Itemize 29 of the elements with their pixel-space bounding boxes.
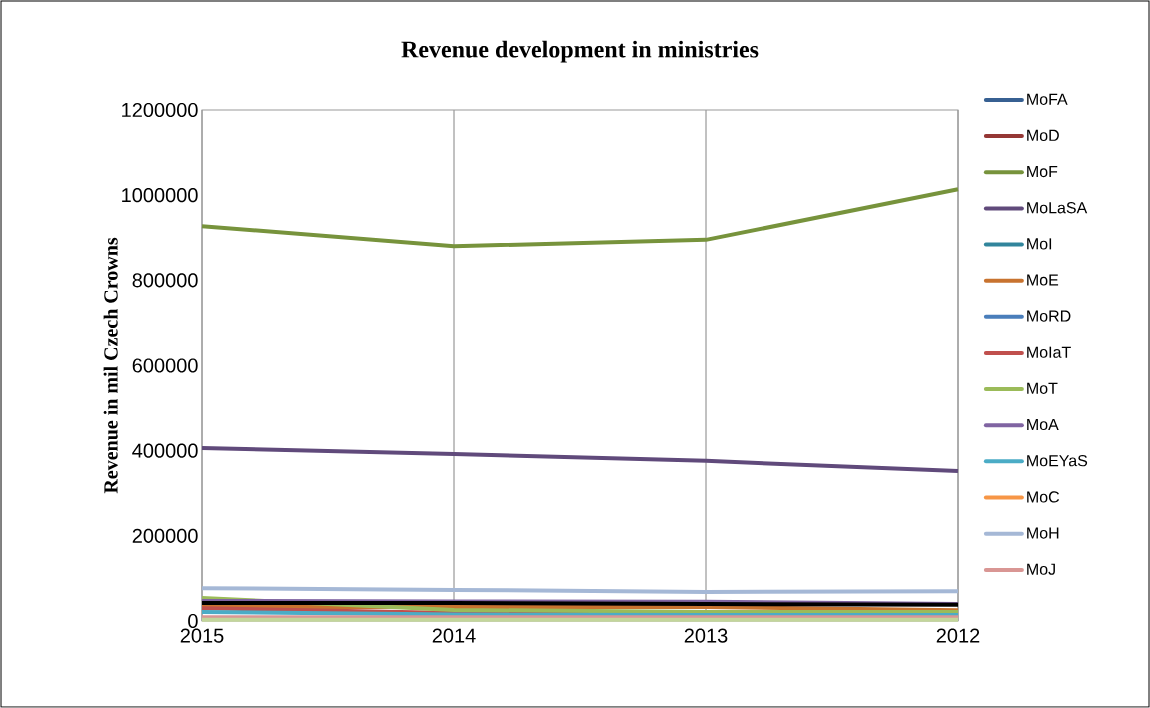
legend-label: MoC <box>1027 491 1060 503</box>
line-series <box>200 446 960 474</box>
chart-title: Revenue development in ministries <box>401 40 759 63</box>
legend-label: MoIaT <box>1027 346 1071 358</box>
legend-label: MoE <box>1027 274 1059 286</box>
legend-label: MoEYaS <box>1027 455 1088 467</box>
legend-label: MoF <box>1027 165 1058 178</box>
y-tick-label: 600000 <box>132 358 198 373</box>
legend-label: MoRD <box>1027 310 1071 322</box>
legend-label: MoT <box>1027 382 1058 394</box>
legend-label: MoH <box>1027 527 1059 539</box>
y-tick-label: 0 <box>188 613 198 629</box>
legend-label: MoI <box>1027 238 1052 250</box>
legend-label: MoJ <box>1027 563 1055 575</box>
y-tick-label: 400000 <box>132 443 198 458</box>
y-axis-title: Revenue in mil Czech Crowns <box>103 237 118 494</box>
line-series <box>200 187 960 249</box>
legend-label: MoA <box>1027 418 1059 431</box>
legend-label: MoD <box>1027 129 1059 142</box>
legend-label: MoLaSA <box>1027 202 1088 214</box>
y-tick-label: 800000 <box>132 273 198 288</box>
x-tick-label: 2014 <box>432 628 476 643</box>
y-tick-label: 200000 <box>132 528 198 543</box>
y-tick-label: 1000000 <box>122 188 198 203</box>
x-tick-label: 2013 <box>684 628 728 643</box>
x-tick-label: 2015 <box>180 628 224 643</box>
y-tick-label: 1200000 <box>122 102 198 118</box>
legend-label: MoFA <box>1027 93 1068 105</box>
x-tick-label: 2012 <box>936 628 980 643</box>
